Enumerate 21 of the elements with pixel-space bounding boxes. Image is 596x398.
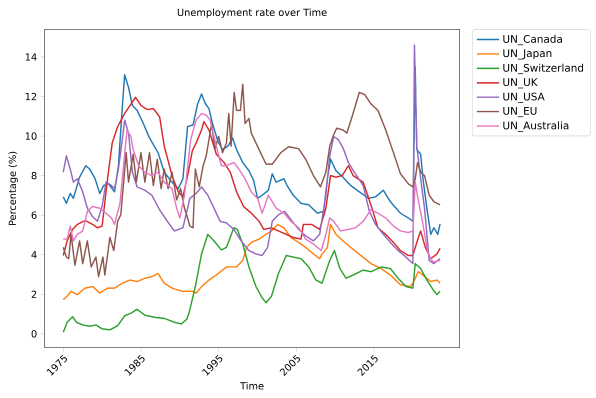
line-series bbox=[62, 84, 441, 278]
legend-label: UN_USA bbox=[503, 92, 545, 103]
legend-label: UN_Japan bbox=[503, 49, 552, 60]
y-axis-title: Percentage (%) bbox=[8, 152, 18, 226]
line-series bbox=[62, 227, 441, 333]
line-series bbox=[62, 66, 441, 236]
legend-label: UN_EU bbox=[503, 107, 536, 118]
y-tick-label: 12 bbox=[26, 92, 36, 100]
y-tick-label: 2 bbox=[32, 290, 36, 298]
legend-label: UN_Switzerland bbox=[503, 64, 584, 74]
x-axis-title: Time bbox=[240, 382, 264, 390]
y-tick-label: 8 bbox=[32, 172, 36, 180]
legend-label: UN_Canada bbox=[503, 34, 562, 46]
legend-label: UN_Australia bbox=[503, 121, 568, 132]
y-tick-label: 0 bbox=[32, 330, 37, 338]
legend-label: UN_UK bbox=[503, 78, 538, 88]
y-tick-label: 14 bbox=[26, 53, 37, 61]
y-tick-label: 4 bbox=[31, 251, 37, 258]
y-tick-label: 10 bbox=[26, 132, 37, 140]
chart-title: Unemployment rate over Time bbox=[178, 8, 327, 18]
y-tick-label: 6 bbox=[32, 211, 37, 219]
